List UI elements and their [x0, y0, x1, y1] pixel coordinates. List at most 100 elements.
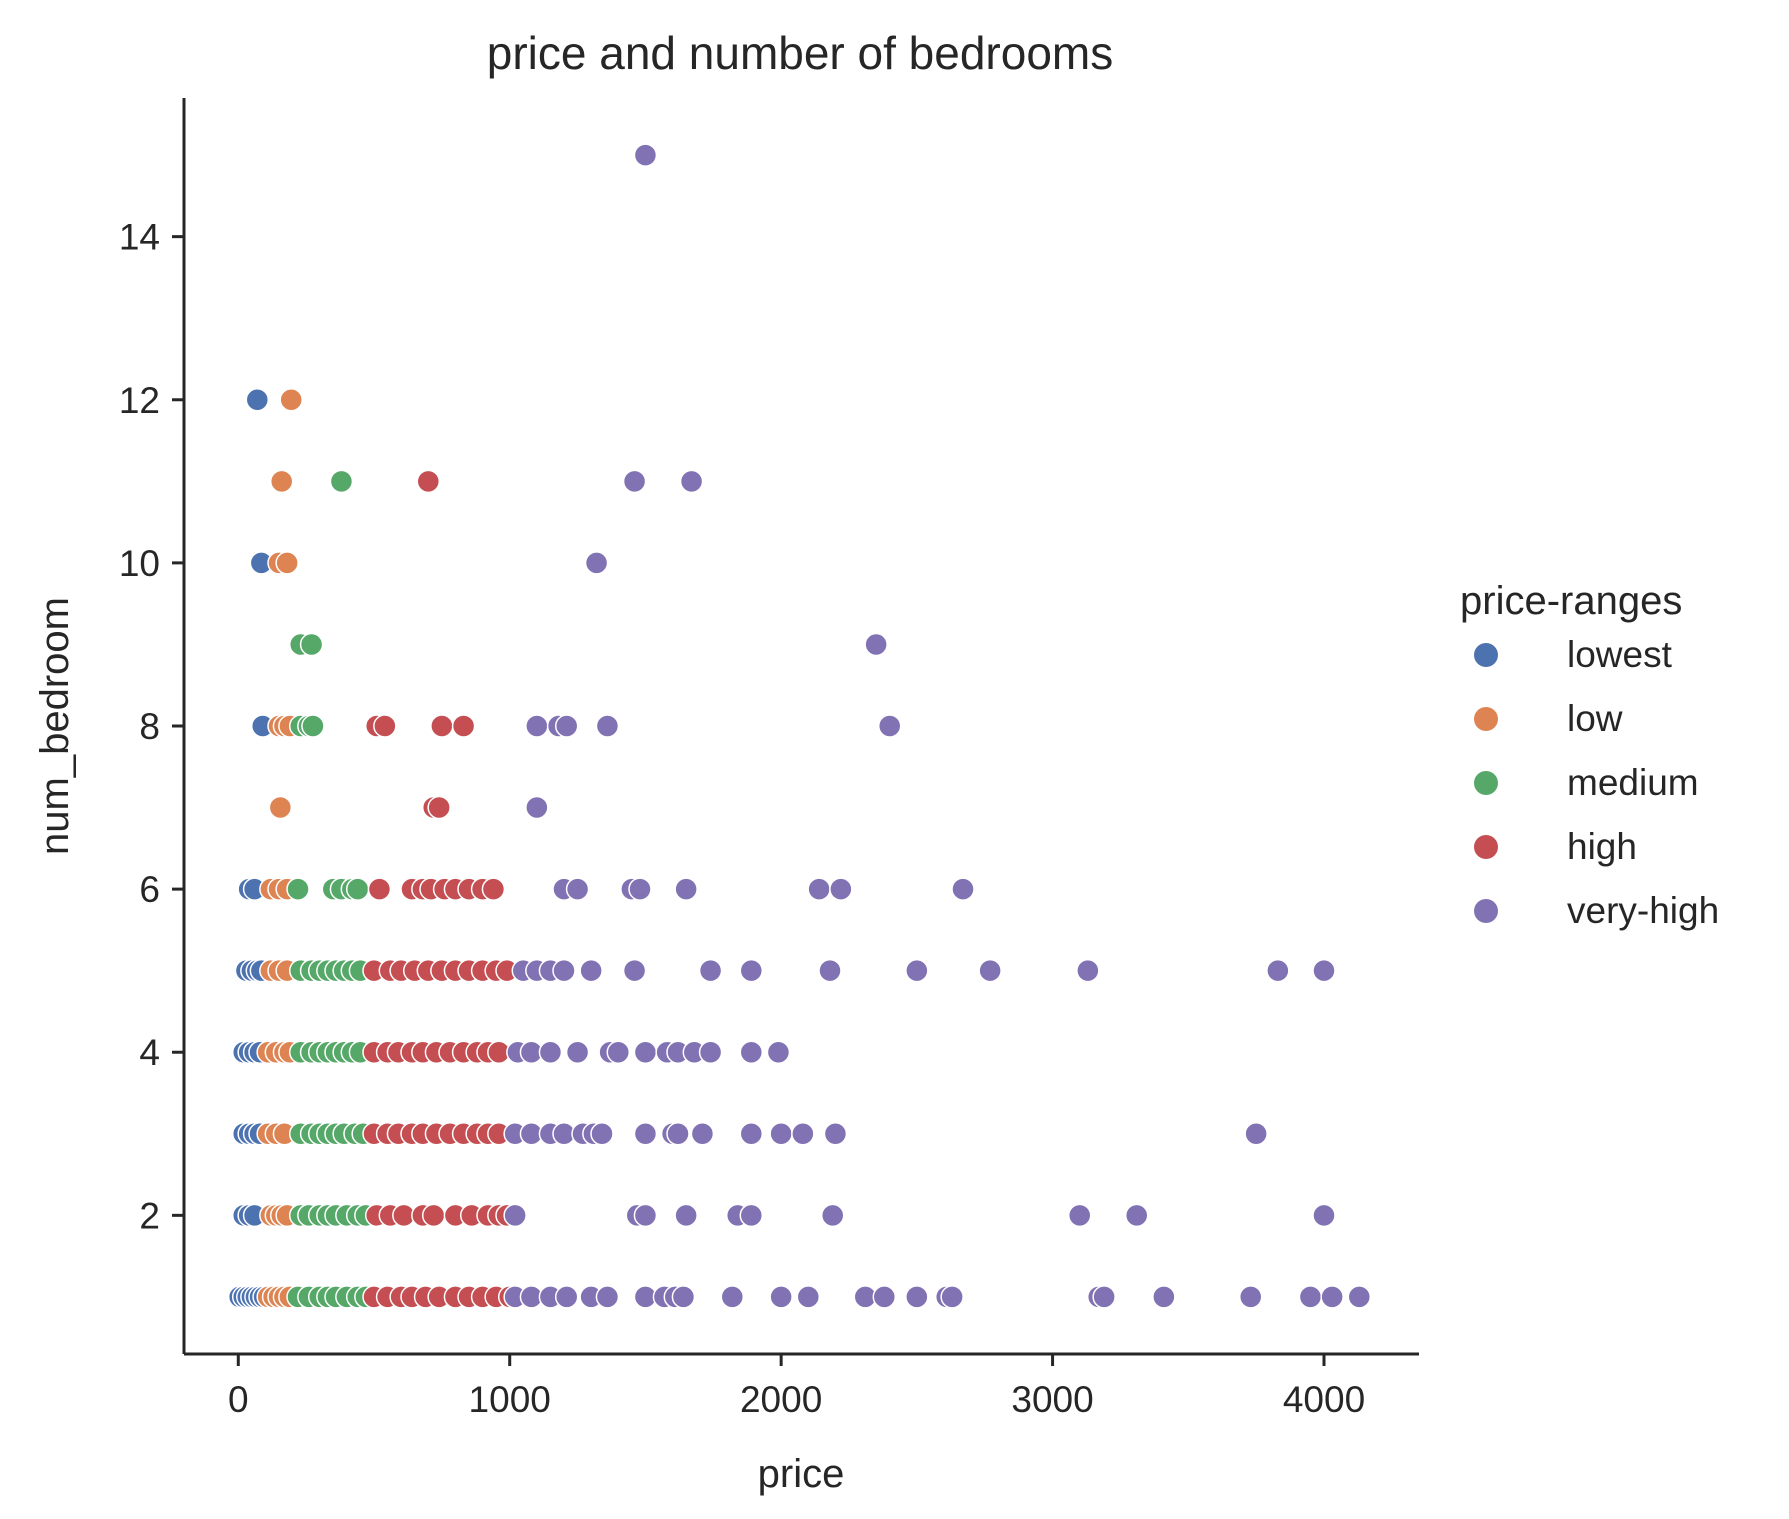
legend-title: price-ranges [1460, 579, 1682, 623]
data-point-very-high [579, 958, 603, 983]
data-point-very-high [905, 1285, 929, 1309]
data-point-very-high [674, 1203, 698, 1228]
data-point-very-high [872, 1285, 897, 1309]
data-point-high [367, 877, 392, 901]
data-point-very-high [720, 1285, 745, 1309]
y-tick-label: 6 [139, 869, 160, 910]
y-tick-label: 2 [139, 1195, 160, 1236]
x-tick-label: 2000 [740, 1379, 822, 1420]
data-point-low [279, 388, 303, 412]
data-point-very-high [1266, 958, 1290, 983]
series-low [256, 388, 303, 1309]
x-tick-label: 0 [228, 1379, 249, 1420]
data-point-very-high [633, 1203, 658, 1228]
data-point-very-high [739, 1203, 764, 1228]
data-point-very-high [1092, 1285, 1116, 1309]
data-point-very-high [877, 714, 902, 738]
data-point-very-high [796, 1285, 821, 1309]
data-point-very-high [940, 1285, 964, 1309]
data-point-very-high [595, 714, 620, 738]
data-point-very-high [671, 1285, 696, 1309]
data-point-very-high [538, 1040, 563, 1064]
legend-marker-very-high [1474, 899, 1498, 923]
data-point-very-high [525, 714, 549, 738]
data-point-very-high [503, 1203, 527, 1228]
data-point-very-high [622, 469, 647, 494]
data-point-very-high [698, 1040, 723, 1064]
legend-label-very-high: very-high [1567, 890, 1719, 931]
data-point-very-high [807, 877, 831, 901]
y-tick-label: 12 [119, 380, 160, 421]
data-point-high [451, 714, 476, 738]
data-point-very-high [739, 1122, 764, 1146]
data-point-very-high [633, 1122, 658, 1146]
data-point-high [427, 795, 451, 820]
data-point-very-high [584, 551, 609, 575]
data-point-very-high [525, 795, 549, 820]
data-point-very-high [1244, 1122, 1268, 1146]
data-point-very-high [1238, 1285, 1263, 1309]
data-point-medium [286, 877, 310, 901]
data-point-very-high [1124, 1203, 1149, 1228]
x-tick-label: 3000 [1011, 1379, 1093, 1420]
data-point-very-high [905, 958, 929, 983]
data-point-very-high [590, 1122, 614, 1146]
data-point-high [430, 714, 454, 738]
data-point-very-high [1067, 1203, 1092, 1228]
data-point-very-high [1347, 1285, 1372, 1309]
data-point-very-high [565, 877, 590, 901]
data-point-very-high [769, 1122, 793, 1146]
data-point-medium [299, 632, 324, 657]
data-point-very-high [791, 1122, 815, 1146]
data-point-very-high [679, 469, 704, 494]
data-point-medium [345, 877, 370, 901]
legend-marker-lowest [1474, 643, 1498, 667]
chart-title: price and number of bedrooms [487, 27, 1113, 79]
data-point-very-high [622, 958, 647, 983]
series-medium [286, 469, 378, 1309]
data-point-low [269, 469, 294, 494]
data-point-very-high [823, 1122, 848, 1146]
data-point-very-high [628, 877, 652, 901]
data-point-very-high [666, 1122, 690, 1146]
data-point-high [481, 877, 506, 901]
data-point-low [275, 551, 299, 575]
data-point-low [268, 795, 293, 820]
data-point-very-high [633, 143, 658, 167]
data-point-very-high [766, 1040, 791, 1064]
data-point-very-high [690, 1122, 715, 1146]
legend-label-medium: medium [1567, 762, 1699, 803]
legend-marker-medium [1474, 771, 1498, 795]
data-point-very-high [951, 877, 975, 901]
x-axis-ticks: 0 1000 2000 3000 4000 [228, 1354, 1365, 1420]
data-point-very-high [674, 877, 698, 901]
data-point-very-high [552, 958, 576, 983]
y-tick-label: 8 [139, 706, 160, 747]
data-point-very-high [829, 877, 853, 901]
data-point-high [421, 1203, 446, 1228]
series-lowest [227, 388, 276, 1309]
x-tick-label: 4000 [1283, 1379, 1365, 1420]
legend-marker-high [1474, 835, 1498, 859]
data-point-very-high [820, 1203, 845, 1228]
data-point-very-high [864, 632, 888, 657]
legend-marker-low [1474, 707, 1498, 731]
x-axis-label: price [758, 1452, 845, 1496]
y-axis-ticks: 2 4 6 8 10 12 14 [119, 217, 184, 1236]
legend-label-low: low [1567, 698, 1623, 739]
series-high [362, 469, 522, 1309]
legend: price-ranges lowest low medium high very-hig… [1460, 579, 1719, 931]
data-point-lowest [245, 388, 270, 412]
y-tick-label: 10 [119, 543, 160, 584]
y-axis-label: num_bedroom [33, 597, 77, 855]
data-point-very-high [739, 958, 764, 983]
data-point-medium [301, 714, 325, 738]
data-point-very-high [739, 1040, 764, 1064]
data-point-very-high [595, 1285, 620, 1309]
data-point-very-high [565, 1040, 590, 1064]
data-point-very-high [1152, 1285, 1176, 1309]
data-point-medium [329, 469, 354, 494]
data-point-high [416, 469, 441, 494]
data-point-very-high [554, 714, 579, 738]
